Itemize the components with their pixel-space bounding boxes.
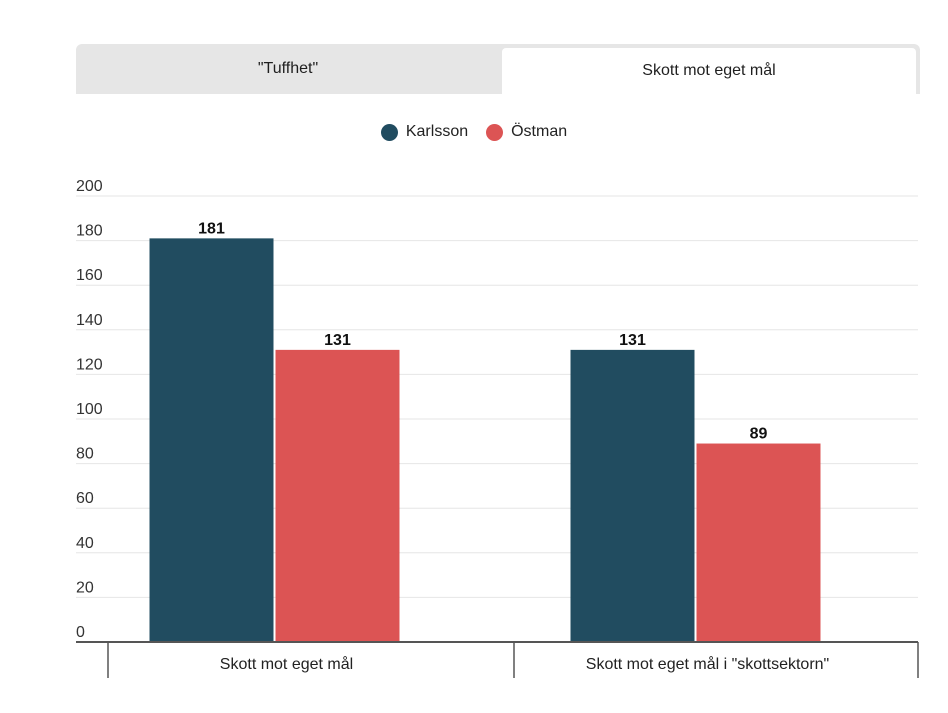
bar-stman-0 [275,349,400,642]
y-tick-label-100: 100 [76,401,103,418]
tab-tuffhet[interactable]: "Tuffhet" [257,60,319,77]
data-label-1-0: 131 [324,332,351,349]
y-tick-label-160: 160 [76,267,103,284]
legend-swatch-karlsson [380,123,398,141]
y-tick-label-0: 0 [76,624,85,641]
y-tick-label-180: 180 [76,223,103,240]
chart-tabs: "Tuffhet" Skott mot eget mål [76,44,920,94]
y-tick-label-120: 120 [76,356,103,373]
bar-karlsson-0 [149,238,274,642]
chart-legend: Karlsson Östman [0,120,948,144]
tab-skott-mot-eget-mal[interactable]: Skott mot eget mål [502,48,916,94]
x-tick-label-0: Skott mot eget mål [220,655,353,673]
data-label-1-1: 89 [750,426,768,443]
data-label-0-1: 131 [619,332,646,349]
y-tick-label-20: 20 [76,579,94,596]
legend-item-ostman[interactable]: Östman [486,123,567,141]
x-tick-label-1: Skott mot eget mål i "skottsektorn" [586,655,829,673]
legend-swatch-ostman [486,123,504,141]
legend-item-karlsson[interactable]: Karlsson [380,123,469,141]
y-tick-label-80: 80 [76,446,94,463]
bar-karlsson-1 [570,349,695,642]
bar-stman-1 [696,443,821,642]
legend-label-ostman: Östman [511,123,568,140]
y-tick-label-140: 140 [76,312,103,329]
legend-label-karlsson: Karlsson [405,123,469,140]
y-tick-label-200: 200 [76,178,103,195]
data-label-0-0: 181 [198,220,225,237]
y-tick-label-40: 40 [76,535,94,552]
y-tick-label-60: 60 [76,490,94,507]
